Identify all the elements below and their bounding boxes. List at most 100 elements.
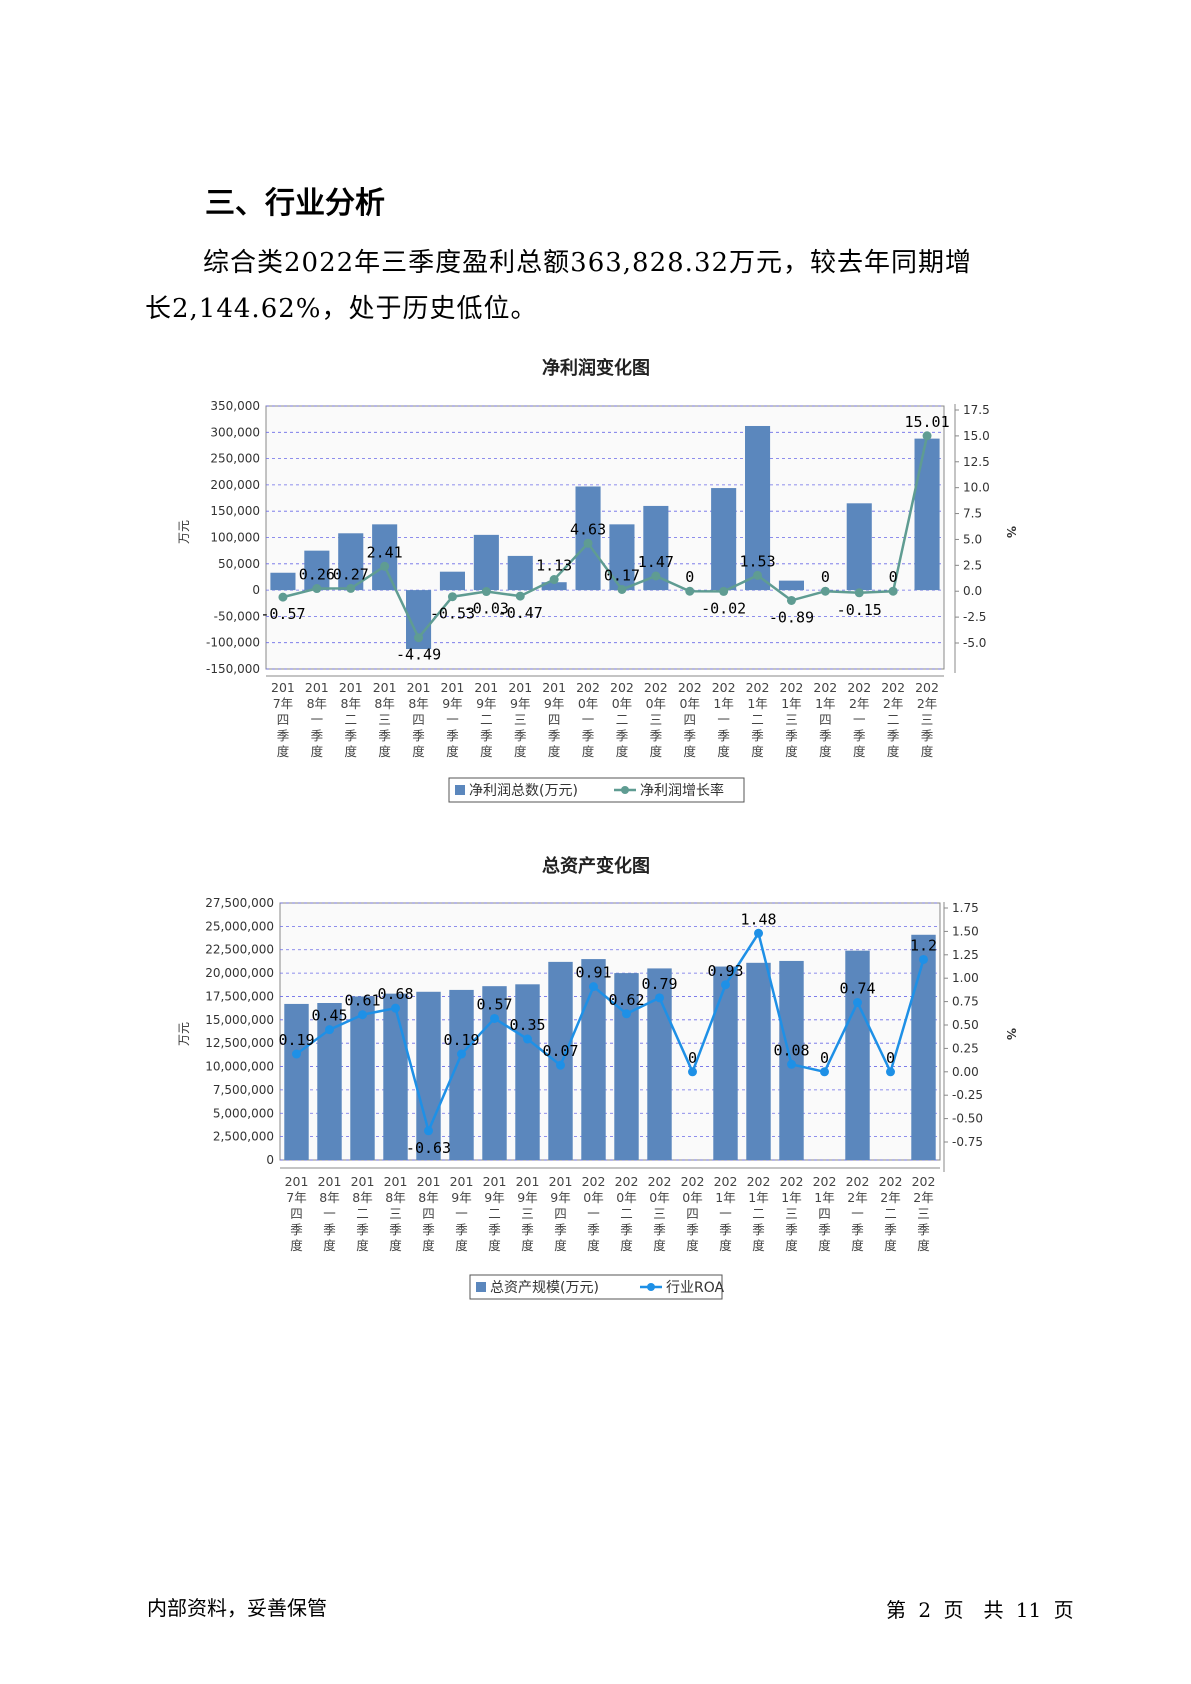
y-tick-label: 300,000: [210, 425, 260, 439]
data-label: 0: [820, 1049, 829, 1067]
line-point: [278, 592, 288, 602]
y-tick-label: 350,000: [210, 399, 260, 413]
x-tick-label: 201 9年一季度: [450, 1174, 474, 1253]
data-label: 0.57: [476, 995, 512, 1013]
y2-tick-label: 0.00: [952, 1065, 979, 1079]
y-tick-label: 10,000,000: [205, 1060, 274, 1074]
data-label: 0: [886, 1049, 895, 1067]
line-point: [556, 1060, 565, 1070]
x-tick-label: 201 9年三季度: [516, 1174, 540, 1253]
y-tick-label: 12,500,000: [205, 1036, 274, 1050]
line-point: [820, 1067, 829, 1077]
data-label: 1.48: [740, 910, 776, 928]
y2-tick-label: 1.25: [952, 948, 979, 962]
y2-tick-label: 15.0: [963, 429, 990, 443]
section-heading: 三、行业分析: [205, 186, 385, 221]
x-tick-label: 201 9年二季度: [474, 680, 498, 759]
net-profit-chart-svg: 净利润变化图 -150,000 -100,000 -50,000 0 50,000 100,…: [177, 357, 1018, 803]
data-label: 1.13: [536, 557, 572, 575]
data-label: 0.91: [575, 964, 611, 982]
x-tick-label: 202 1年四季度: [813, 680, 837, 759]
y2-tick-label: 0.75: [952, 995, 979, 1009]
footer-confidential-note: 内部资料，妥善保管: [147, 1596, 327, 1620]
y2-tick-label: 0.50: [952, 1018, 979, 1032]
data-label: 0.27: [333, 565, 369, 583]
x-tick-label: 201 9年一季度: [441, 680, 465, 759]
x-tick-label: 202 2年二季度: [881, 680, 905, 759]
y2-tick-label: -2.5: [963, 610, 986, 624]
line-point: [515, 591, 525, 601]
line-point: [617, 584, 627, 594]
y-axis-title: 万元: [177, 1022, 191, 1046]
y-tick-label: 2,500,000: [213, 1130, 274, 1144]
bar-2020年二季度: [614, 973, 639, 1160]
x-tick-label: 202 1年三季度: [780, 1174, 804, 1253]
y-tick-label: 27,500,000: [205, 896, 274, 910]
line-point: [312, 584, 322, 594]
y-tick-label: 22,500,000: [205, 943, 274, 957]
y2-tick-label: 17.5: [963, 403, 990, 417]
bar-2017年四季度: [284, 1003, 309, 1160]
line-point: [820, 586, 830, 596]
data-label: 0: [889, 568, 898, 586]
line-point: [651, 571, 661, 581]
line-point: [888, 586, 898, 596]
data-label: 0.79: [641, 975, 677, 993]
line-point: [854, 588, 864, 598]
data-label: -0.02: [701, 599, 746, 617]
y2-tick-label: 1.50: [952, 924, 979, 938]
y-tick-label: 150,000: [210, 504, 260, 518]
y-tick-label: 15,000,000: [205, 1013, 274, 1027]
bar-2018年三季度: [372, 524, 398, 591]
legend-box: [469, 1274, 723, 1300]
data-label: 0.62: [608, 991, 644, 1009]
bar-2019年三季度: [507, 555, 533, 591]
y2-tick-label: 5.0: [963, 532, 982, 546]
x-tick-label: 202 1年三季度: [780, 680, 804, 759]
x-tick-label: 202 1年四季度: [813, 1174, 837, 1253]
legend-line-marker: [621, 786, 629, 794]
data-label: -0.57: [260, 605, 305, 623]
line-point: [346, 583, 356, 593]
net-profit-chart: 净利润变化图 -150,000 -100,000 -50,000 0 50,000 100,…: [0, 350, 1191, 810]
data-label: 4.63: [570, 520, 606, 538]
bar-2019年三季度: [515, 984, 540, 1160]
legend-line-label: 净利润增长率: [640, 782, 724, 799]
y-tick-label: 200,000: [210, 478, 260, 492]
total-assets-chart: 总资产变化图 0 2,500,000 5,000,000 7,500,000 10,000…: [0, 848, 1191, 1308]
data-label: 0.35: [509, 1016, 545, 1034]
x-tick-label: 202 0年一季度: [582, 1174, 606, 1253]
data-label: -4.49: [396, 646, 441, 664]
line-point: [719, 586, 729, 596]
bar-2017年四季度: [270, 572, 296, 591]
line-series-净利润增长率: [282, 435, 929, 641]
x-tick-label: 201 7年四季度: [271, 680, 295, 759]
line-point: [358, 1010, 367, 1020]
data-label: -0.03: [464, 600, 509, 618]
footer-page-number: 第 2 页 共 11 页: [886, 1598, 1074, 1622]
legend-bar-label: 总资产规模(万元): [490, 1280, 599, 1296]
total-assets-chart-svg: 总资产变化图 0 2,500,000 5,000,000 7,500,000 10,000…: [177, 855, 1018, 1300]
line-point: [721, 980, 730, 990]
y-tick-label: 0: [252, 583, 260, 597]
data-label: 1.2: [910, 936, 937, 954]
x-tick-label: 201 8年三季度: [373, 680, 397, 759]
y-tick-label: 0: [266, 1153, 274, 1167]
legend-bar-swatch: [476, 1282, 486, 1292]
data-label: 1.53: [739, 552, 775, 570]
bar-2019年二季度: [473, 534, 499, 591]
data-label: -0.47: [498, 604, 543, 622]
data-label: 0.45: [311, 1007, 347, 1025]
y-tick-label: -150,000: [206, 662, 260, 676]
line-point: [622, 1009, 631, 1019]
y-tick-label: 7,500,000: [213, 1083, 274, 1097]
line-point: [523, 1034, 532, 1044]
y-tick-label: 250,000: [210, 452, 260, 466]
data-label: -0.89: [769, 608, 814, 626]
x-tick-label: 202 0年四季度: [678, 680, 702, 759]
bar-2018年三季度: [383, 993, 408, 1160]
y-tick-label: -100,000: [206, 636, 260, 650]
x-tick-label: 202 0年二季度: [610, 680, 634, 759]
x-tick-label: 201 7年四季度: [285, 1174, 309, 1253]
bar-2020年一季度: [575, 486, 601, 591]
